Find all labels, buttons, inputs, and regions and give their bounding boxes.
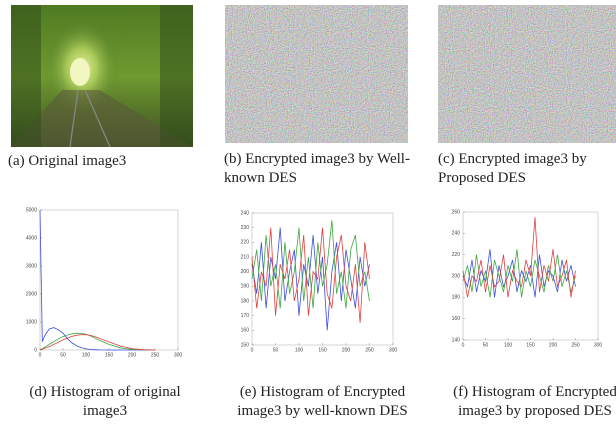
figure: 0100020003000400050000501001502002503001… [0,0,616,448]
y-tick-label: 180 [452,295,461,301]
x-tick-label: 250 [365,347,374,353]
x-tick-label: 150 [526,342,535,348]
x-tick-label: 300 [174,352,183,358]
y-tick-label: 140 [452,337,461,343]
y-tick-label: 180 [241,298,250,304]
x-tick-label: 300 [389,347,398,353]
series-line [40,333,155,350]
y-tick-label: 3000 [26,263,37,269]
x-tick-label: 0 [251,347,254,353]
x-tick-label: 0 [462,342,465,348]
y-tick-label: 260 [452,209,461,215]
x-tick-label: 50 [273,347,279,353]
y-tick-label: 220 [452,252,461,258]
caption: (b) Encrypted image3 by Well-known DES [224,150,414,188]
caption: (e) Histogram of Encrypted image3 by wel… [225,383,420,421]
caption: (c) Encrypted image3 by Proposed DES [438,150,616,188]
x-tick-label: 250 [151,352,160,358]
series-line [40,335,155,350]
original-image [11,5,193,147]
y-tick-label: 210 [241,254,250,260]
y-tick-label: 160 [452,316,461,322]
y-tick-label: 1000 [26,319,37,325]
series-line [40,210,155,350]
x-tick-label: 0 [39,352,42,358]
x-tick-label: 200 [549,342,558,348]
y-tick-label: 220 [241,240,250,246]
plot-frame [40,210,178,350]
caption: (d) Histogram of original image3 [15,383,195,421]
y-tick-label: 2000 [26,291,37,297]
y-tick-label: 240 [452,231,461,237]
y-tick-label: 160 [241,328,250,334]
figure-page: {"panels": [ {"caption": "(a) Original i… [0,0,616,448]
y-tick-label: 0 [34,347,37,353]
y-tick-label: 4000 [26,235,37,241]
x-tick-label: 100 [82,352,91,358]
x-tick-label: 100 [504,342,513,348]
y-tick-label: 230 [241,225,250,231]
x-tick-label: 150 [318,347,327,353]
series-line [463,249,576,297]
encrypted-image-c [438,5,616,143]
y-tick-label: 240 [241,210,250,216]
y-tick-label: 5000 [26,207,37,213]
x-tick-label: 50 [483,342,489,348]
caption: (a) Original image3 [8,152,208,171]
x-tick-label: 200 [128,352,137,358]
x-tick-label: 50 [60,352,66,358]
x-tick-label: 100 [295,347,304,353]
y-tick-label: 200 [241,269,250,275]
x-tick-label: 150 [105,352,114,358]
x-tick-label: 200 [342,347,351,353]
y-tick-label: 170 [241,313,250,319]
x-tick-label: 250 [571,342,580,348]
y-tick-label: 190 [241,284,250,290]
caption: (f) Histogram of Encrypted image3 by pro… [440,383,616,421]
encrypted-image-b [225,5,408,143]
y-tick-label: 200 [452,273,461,279]
x-tick-label: 300 [594,342,603,348]
y-tick-label: 150 [241,342,250,348]
